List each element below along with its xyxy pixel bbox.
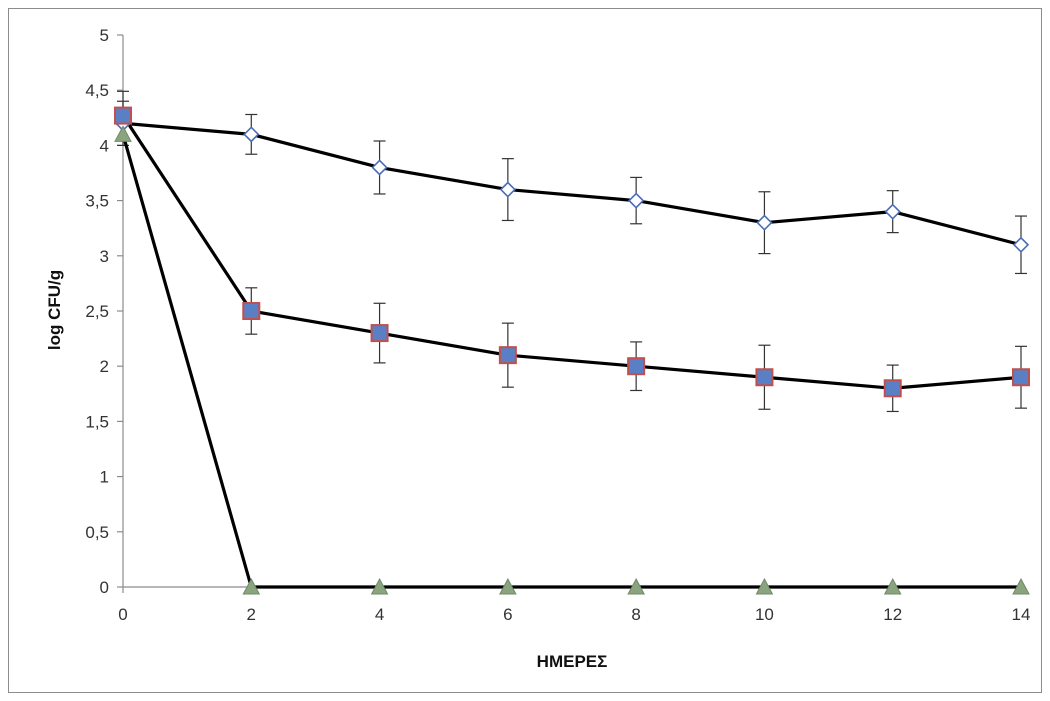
- series-lines: [121, 114, 1022, 589]
- series-2-point: [755, 368, 774, 387]
- series-2-point: [114, 106, 132, 125]
- series-2-line: [121, 114, 1022, 390]
- series-1-point: [499, 181, 516, 198]
- series-1-point: [756, 214, 773, 231]
- y-tick-label: 5: [100, 26, 109, 45]
- y-tick-label: 3,5: [85, 192, 109, 211]
- series-markers: [114, 106, 1030, 595]
- y-tick-label: 2: [100, 357, 109, 376]
- y-tick-label: 0: [100, 578, 109, 597]
- x-tick-label: 8: [631, 605, 640, 624]
- y-axis-title: log CFU/g: [45, 270, 64, 350]
- y-tick-label: 1: [100, 468, 109, 487]
- series-3-point: [1012, 577, 1030, 595]
- y-tick-label: 3: [100, 247, 109, 266]
- y-tick-label: 0,5: [85, 523, 109, 542]
- series-1-point: [1012, 236, 1030, 253]
- series-2-point: [370, 324, 389, 343]
- x-tick-label: 4: [375, 605, 384, 624]
- series-3-line: [121, 133, 1021, 589]
- x-tick-label: 2: [247, 605, 256, 624]
- y-tick-label: 4: [100, 136, 109, 155]
- x-tick-label: 14: [1012, 605, 1031, 624]
- series-1-line: [122, 121, 1022, 247]
- series-3-point: [883, 577, 902, 595]
- series-2-point: [883, 379, 902, 398]
- x-tick-label: 10: [755, 605, 774, 624]
- series-2-point: [1012, 368, 1030, 387]
- x-tick-label: 12: [883, 605, 902, 624]
- series-3-point: [627, 577, 645, 595]
- series-1-point: [628, 192, 645, 209]
- series-2-point: [498, 346, 517, 365]
- series-1-point: [243, 126, 260, 143]
- series-1-point: [884, 203, 901, 220]
- series-3-point: [242, 577, 261, 595]
- y-tick-labels: 0 0,5 1 1,5 2 2,5 3 3,5 4 4,5 5: [85, 26, 109, 597]
- series-1-point: [371, 159, 388, 176]
- y-tick-label: 1,5: [85, 412, 109, 431]
- chart-frame: [8, 8, 1042, 693]
- series-3-point: [755, 577, 774, 595]
- x-tick-labels: 0 2 4 6 8 10 12 14: [118, 605, 1030, 624]
- y-tick-label: 2,5: [85, 302, 109, 321]
- series-3-point: [370, 577, 389, 595]
- x-axis-title: ΗΜΕΡΕΣ: [537, 652, 608, 671]
- y-tick-label: 4,5: [85, 81, 109, 100]
- series-3-point: [499, 577, 517, 595]
- series-3-point: [114, 125, 132, 142]
- x-tick-label: 6: [503, 605, 512, 624]
- series-2-point: [242, 302, 261, 320]
- x-tick-label: 0: [118, 605, 127, 624]
- series-2-point: [627, 357, 646, 376]
